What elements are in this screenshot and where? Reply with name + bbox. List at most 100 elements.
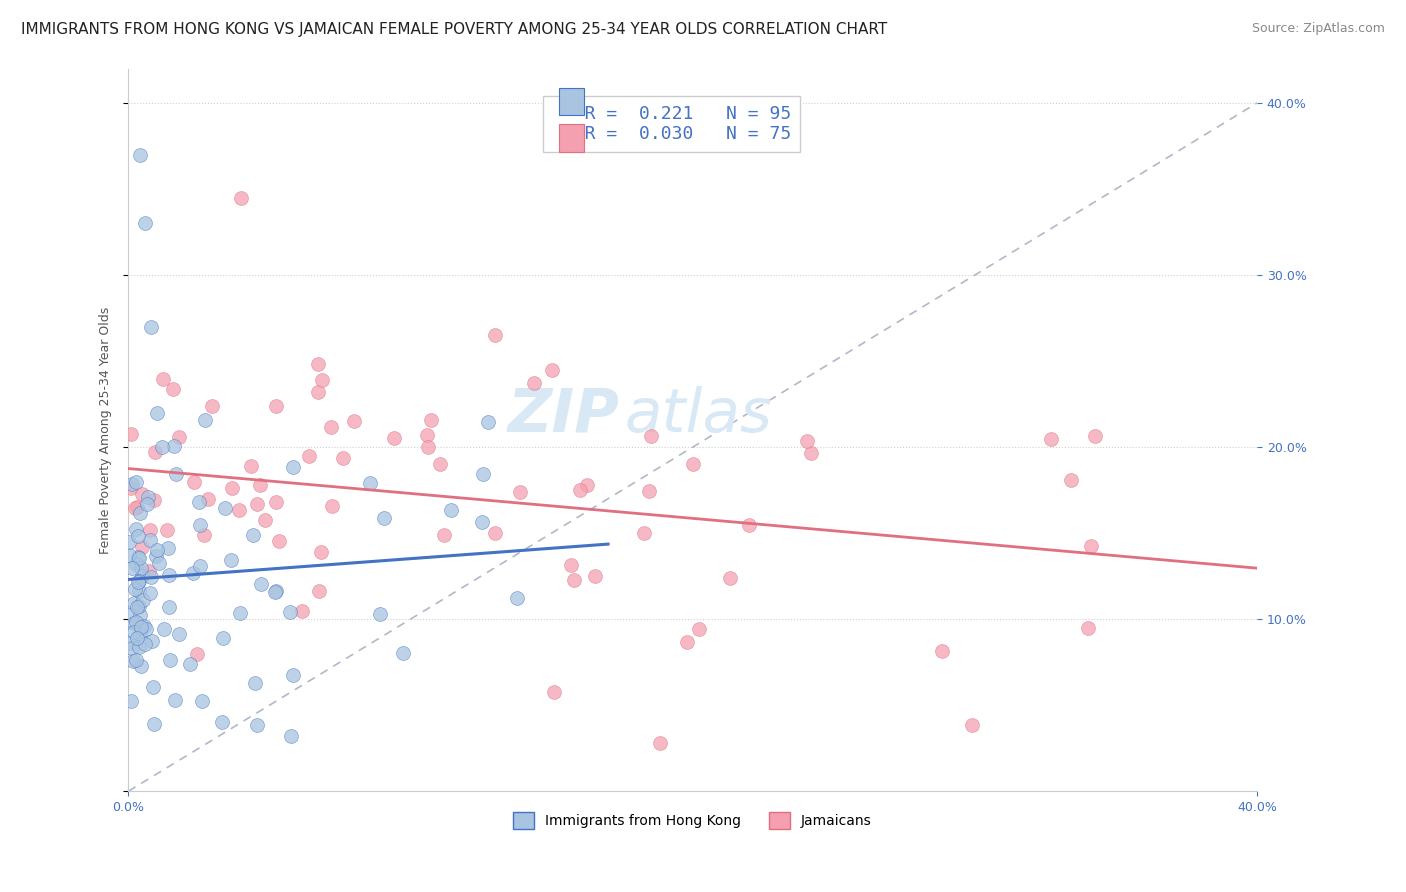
Point [214,500,236,515]
Point [134,216,156,230]
Point [211,714,233,729]
Point [139,586,162,600]
Legend: Immigrants from Hong Kong, Jamaicans: Immigrants from Hong Kong, Jamaicans [508,807,877,835]
Point [129,561,152,575]
Point [159,653,181,667]
Point [153,622,176,636]
Point [242,528,264,542]
Point [118,608,141,623]
Point [128,599,150,613]
Point [416,440,439,454]
Point [118,635,141,649]
Text: IMMIGRANTS FROM HONG KONG VS JAMAICAN FEMALE POVERTY AMONG 25-34 YEAR OLDS CORRE: IMMIGRANTS FROM HONG KONG VS JAMAICAN FE… [21,22,887,37]
Point [120,481,142,495]
Point [321,419,343,434]
Point [188,559,211,574]
Point [186,647,208,661]
Point [120,694,142,708]
Point [568,483,591,497]
Point [122,615,145,630]
Point [1060,473,1083,487]
Point [163,439,186,453]
Point [124,582,146,597]
Point [1084,429,1107,443]
Point [543,685,565,699]
Point [150,440,173,454]
Point [359,475,381,490]
Point [167,627,190,641]
Point [118,549,141,563]
Point [129,620,152,634]
Point [127,631,149,645]
Point [125,558,148,572]
Point [433,527,456,541]
Point [122,596,145,610]
Point [125,615,148,629]
Point [560,558,582,572]
Point [201,399,224,413]
Point [281,460,304,475]
Point [298,449,321,463]
Point [131,658,153,673]
Point [128,147,150,161]
Point [132,593,155,607]
Point [254,513,277,527]
Point [121,561,143,575]
Point [156,524,179,538]
Point [688,622,710,636]
Point [191,694,214,708]
Point [682,458,704,472]
Point [307,384,329,399]
Point [1077,621,1099,635]
Point [136,497,159,511]
Point [264,494,287,508]
Point [264,584,287,599]
Point [477,415,499,429]
Point [291,604,314,618]
Point [221,482,243,496]
Point [125,500,148,515]
Point [229,606,252,620]
Point [509,484,531,499]
Point [321,499,343,513]
Point [384,431,406,445]
Bar [560,88,585,115]
Point [194,413,217,427]
Point [240,458,263,473]
Point [121,476,143,491]
Point [278,605,301,619]
Point [562,573,585,587]
Point [127,549,149,564]
Point [139,524,162,538]
Point [231,191,253,205]
Point [125,475,148,489]
Point [640,429,662,443]
Point [120,427,142,442]
Point [138,564,160,578]
Point [250,577,273,591]
Point [157,541,180,556]
Point [129,608,152,623]
Point [131,569,153,583]
Point [136,490,159,504]
Point [246,718,269,732]
Point [127,528,149,542]
Point [139,319,162,334]
Point [650,736,672,750]
Point [931,644,953,658]
Point [343,414,366,428]
Text: R =  0.221   N = 95
   R =  0.030   N = 75: R = 0.221 N = 95 R = 0.030 N = 75 [551,104,790,144]
Point [484,328,506,343]
Point [188,517,211,532]
Point [128,551,150,566]
Point [128,640,150,654]
Point [311,373,333,387]
Point [145,542,167,557]
Point [676,635,699,649]
Point [183,475,205,489]
Point [128,626,150,640]
Point [143,445,166,459]
Point [800,445,823,459]
Point [308,584,330,599]
Point [165,692,187,706]
